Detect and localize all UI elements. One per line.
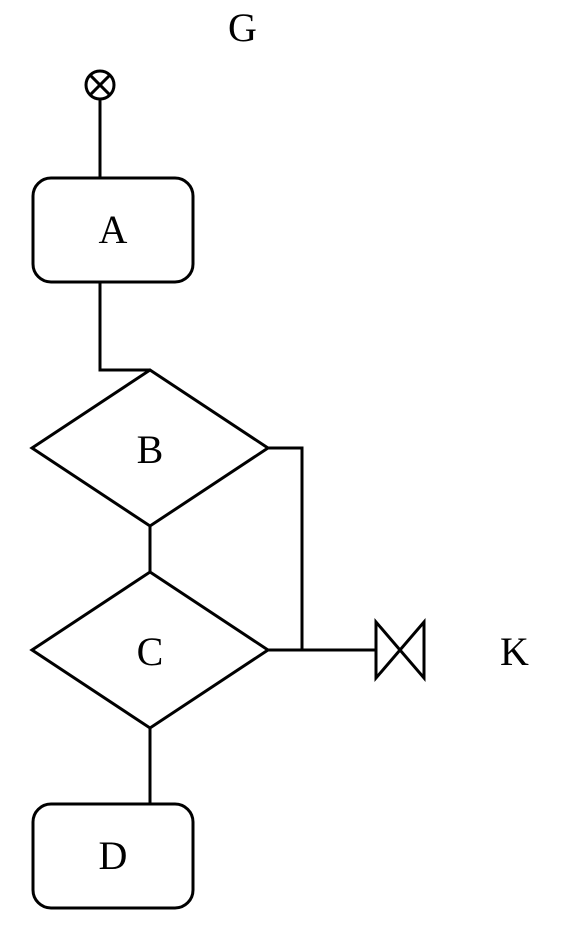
node-A-label: A	[99, 207, 128, 252]
node-C-label: C	[137, 629, 164, 674]
node-B-label: B	[137, 427, 164, 472]
node-D-label: D	[99, 833, 128, 878]
label-G: G	[228, 5, 257, 50]
label-K: K	[500, 629, 529, 674]
